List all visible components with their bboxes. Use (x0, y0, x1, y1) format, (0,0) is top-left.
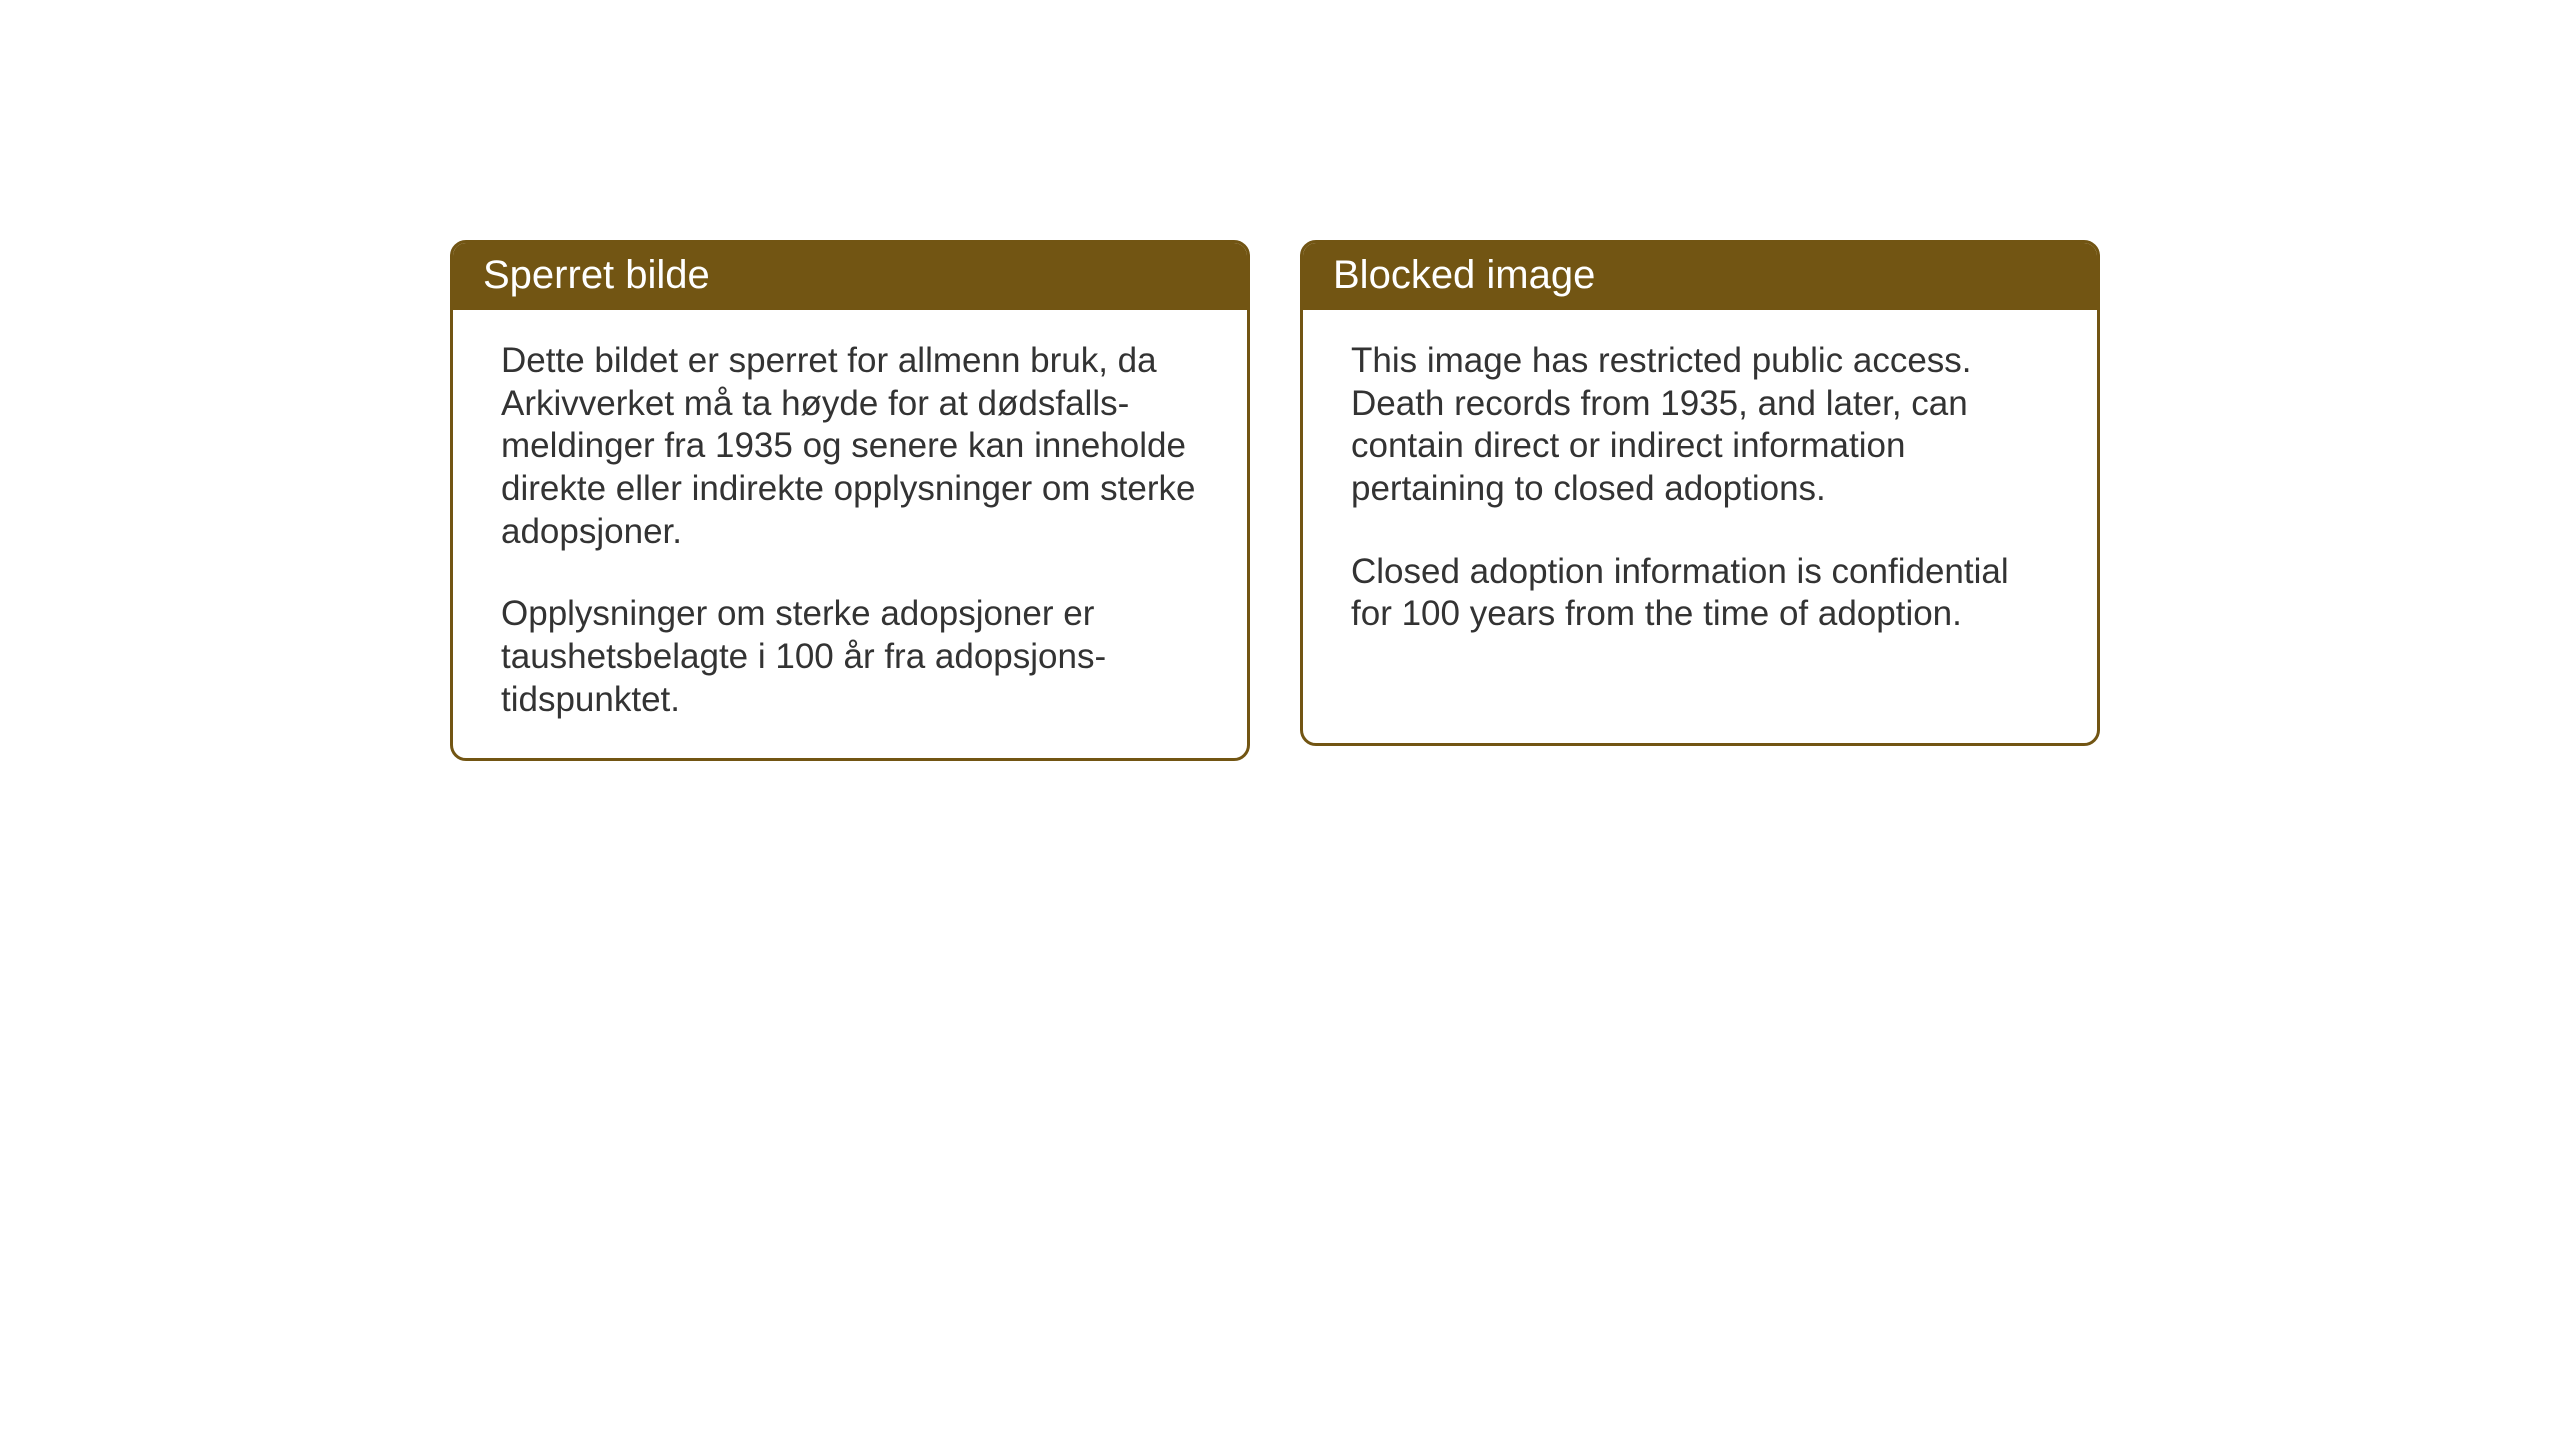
card-norwegian-title: Sperret bilde (483, 253, 710, 297)
card-norwegian-body: Dette bildet er sperret for allmenn bruk… (453, 310, 1247, 758)
card-english-body: This image has restricted public access.… (1303, 310, 2097, 672)
cards-container: Sperret bilde Dette bildet er sperret fo… (450, 240, 2100, 761)
card-english: Blocked image This image has restricted … (1300, 240, 2100, 746)
card-norwegian-paragraph1: Dette bildet er sperret for allmenn bruk… (501, 340, 1199, 553)
card-english-paragraph1: This image has restricted public access.… (1351, 340, 2049, 511)
card-english-paragraph2: Closed adoption information is confident… (1351, 551, 2049, 636)
card-norwegian-header: Sperret bilde (453, 243, 1247, 310)
card-english-header: Blocked image (1303, 243, 2097, 310)
card-norwegian-paragraph2: Opplysninger om sterke adopsjoner er tau… (501, 593, 1199, 721)
card-english-title: Blocked image (1333, 253, 1595, 297)
card-norwegian: Sperret bilde Dette bildet er sperret fo… (450, 240, 1250, 761)
